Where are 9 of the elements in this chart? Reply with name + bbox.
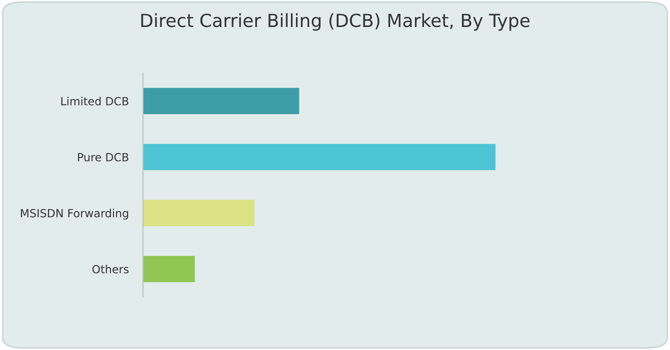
chart-title: Direct Carrier Billing (DCB) Market, By Type	[141, 13, 530, 31]
y-tick-label: Limited DCB	[61, 96, 128, 106]
bar	[143, 88, 300, 114]
y-tick-label: Others	[92, 264, 129, 274]
y-tick-label: Pure DCB	[78, 152, 128, 162]
bar	[143, 144, 496, 170]
bar	[143, 256, 195, 282]
y-tick-label: MSISDN Forwarding	[20, 208, 128, 220]
bar	[143, 200, 254, 226]
